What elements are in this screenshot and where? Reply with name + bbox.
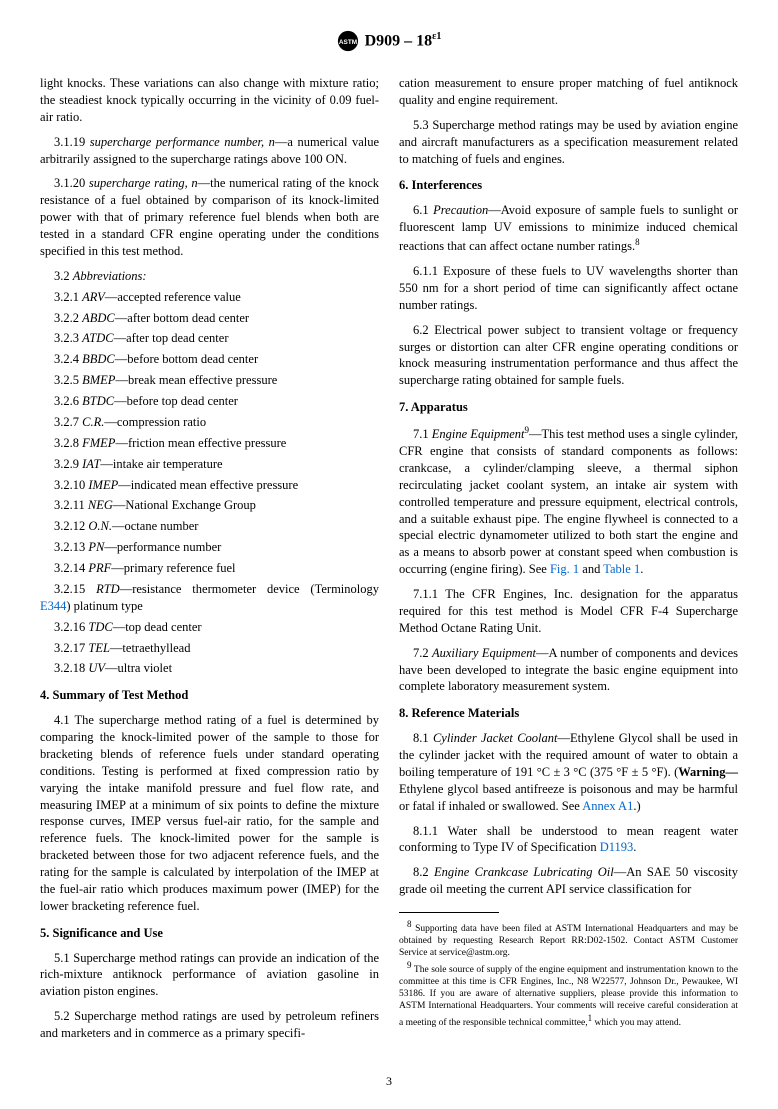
abbrev-item: 3.2.12 O.N.—octane number — [40, 518, 379, 535]
abbrev-item: 3.2.7 C.R.—compression ratio — [40, 414, 379, 431]
para-6-2: 6.2 Electrical power subject to transien… — [399, 322, 738, 390]
left-column: light knocks. These variations can also … — [40, 75, 379, 1050]
para-5-2: 5.2 Supercharge method ratings are used … — [40, 1008, 379, 1042]
footnote-8: 8 Supporting data have been filed at AST… — [399, 919, 738, 960]
link-d1193[interactable]: D1193 — [600, 840, 634, 854]
abbrev-item-rtd: 3.2.15 RTD—resistance thermometer device… — [40, 581, 379, 615]
abbrev-item: 3.2.17 TEL—tetraethyllead — [40, 640, 379, 657]
para-7-2: 7.2 Auxiliary Equipment—A number of comp… — [399, 645, 738, 696]
abbrev-item: 3.2.16 TDC—top dead center — [40, 619, 379, 636]
abbrev-item: 3.2.11 NEG—National Exchange Group — [40, 497, 379, 514]
footnote-ref-8: 8 — [635, 237, 640, 247]
astm-logo: ASTM — [337, 30, 359, 52]
continuation-text-right: cation measurement to ensure proper matc… — [399, 75, 738, 109]
section-8-heading: 8. Reference Materials — [399, 705, 738, 722]
link-fig-1[interactable]: Fig. 1 — [550, 562, 579, 576]
footnote-separator — [399, 912, 499, 913]
page-header: ASTM D909 – 18ε1 — [40, 30, 738, 57]
para-6-1-1: 6.1.1 Exposure of these fuels to UV wave… — [399, 263, 738, 314]
section-6-heading: 6. Interferences — [399, 177, 738, 194]
abbrev-item: 3.2.13 PN—performance number — [40, 539, 379, 556]
abbrev-item: 3.2.14 PRF—primary reference fuel — [40, 560, 379, 577]
page-number: 3 — [40, 1074, 738, 1089]
abbrev-item: 3.2.9 IAT—intake air temperature — [40, 456, 379, 473]
abbrev-item: 3.2.10 IMEP—indicated mean effective pre… — [40, 477, 379, 494]
para-8-1: 8.1 Cylinder Jacket Coolant—Ethylene Gly… — [399, 730, 738, 814]
para-6-1: 6.1 Precaution—Avoid exposure of sample … — [399, 202, 738, 255]
abbrev-item: 3.2.18 UV—ultra violet — [40, 660, 379, 677]
header-designation: ASTM D909 – 18ε1 — [337, 30, 442, 52]
page: ASTM D909 – 18ε1 light knocks. These var… — [0, 0, 778, 1109]
link-table-1[interactable]: Table 1 — [603, 562, 640, 576]
abbrev-item: 3.2.2 ABDC—after bottom dead center — [40, 310, 379, 327]
abbrev-item: 3.2.6 BTDC—before top dead center — [40, 393, 379, 410]
footnote-9: 9 The sole source of supply of the engin… — [399, 960, 738, 1030]
para-8-2: 8.2 Engine Crankcase Lubricating Oil—An … — [399, 864, 738, 898]
abbrev-item: 3.2.3 ATDC—after top dead center — [40, 330, 379, 347]
para-5-1: 5.1 Supercharge method ratings can provi… — [40, 950, 379, 1001]
para-8-1-1: 8.1.1 Water shall be understood to mean … — [399, 823, 738, 857]
abbrev-item: 3.2.5 BMEP—break mean effective pressure — [40, 372, 379, 389]
term-3-1-19: 3.1.19 supercharge performance number, n… — [40, 134, 379, 168]
right-column: cation measurement to ensure proper matc… — [399, 75, 738, 1050]
continuation-text: light knocks. These variations can also … — [40, 75, 379, 126]
svg-text:ASTM: ASTM — [339, 39, 357, 46]
para-4-1: 4.1 The supercharge method rating of a f… — [40, 712, 379, 915]
link-e344[interactable]: E344 — [40, 599, 66, 613]
two-column-layout: light knocks. These variations can also … — [40, 75, 738, 1050]
para-5-3: 5.3 Supercharge method ratings may be us… — [399, 117, 738, 168]
term-3-1-20: 3.1.20 supercharge rating, n—the numeric… — [40, 175, 379, 259]
section-4-heading: 4. Summary of Test Method — [40, 687, 379, 704]
abbrev-item: 3.2.4 BBDC—before bottom dead center — [40, 351, 379, 368]
section-5-heading: 5. Significance and Use — [40, 925, 379, 942]
abbrev-item: 3.2.8 FMEP—friction mean effective press… — [40, 435, 379, 452]
para-7-1: 7.1 Engine Equipment9—This test method u… — [399, 424, 738, 578]
abbrev-item: 3.2.1 ARV—accepted reference value — [40, 289, 379, 306]
section-7-heading: 7. Apparatus — [399, 399, 738, 416]
para-7-1-1: 7.1.1 The CFR Engines, Inc. designation … — [399, 586, 738, 637]
abbrev-heading: 3.2 Abbreviations: — [40, 268, 379, 285]
link-annex-a1[interactable]: Annex A1 — [582, 799, 633, 813]
